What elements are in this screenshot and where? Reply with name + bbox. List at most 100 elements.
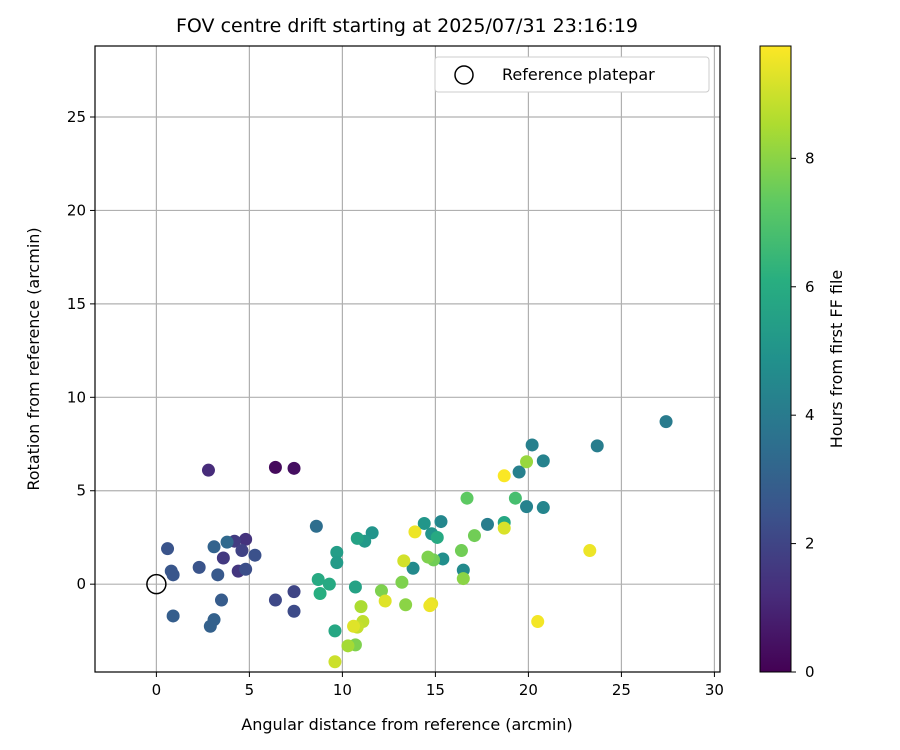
x-tick-label: 30	[705, 681, 724, 699]
scatter-point	[456, 572, 470, 586]
scatter-point	[322, 577, 336, 591]
scatter-point	[330, 545, 344, 559]
scatter-point	[239, 532, 253, 546]
scatter-point	[216, 551, 230, 565]
scatter-point	[508, 491, 522, 505]
scatter-point	[235, 544, 249, 558]
scatter-point	[328, 655, 342, 669]
data-points	[161, 415, 673, 669]
scatter-point	[341, 639, 355, 653]
x-axis-ticks: 0 5 10 15 20 25 30	[152, 672, 724, 699]
colorbar-tick-label: 0	[805, 663, 815, 681]
legend-marker	[454, 65, 474, 85]
plot-frame	[94, 45, 721, 673]
colorbar-gradient	[759, 45, 792, 673]
scatter-point	[480, 517, 494, 531]
y-tick-label: 15	[67, 295, 86, 313]
x-tick-label: 0	[152, 681, 162, 699]
colorbar-tick-label: 2	[805, 535, 815, 553]
scatter-point	[497, 469, 511, 483]
scatter-point	[467, 529, 481, 543]
scatter-point	[268, 593, 282, 607]
scatter-point	[287, 585, 301, 599]
scatter-point	[417, 516, 431, 530]
scatter-point	[408, 525, 422, 539]
scatter-point	[378, 594, 392, 608]
scatter-point	[239, 562, 253, 576]
scatter-point	[354, 600, 368, 614]
x-tick-label: 25	[612, 681, 631, 699]
scatter-point	[348, 580, 362, 594]
scatter-point	[211, 568, 225, 582]
scatter-point	[536, 454, 550, 468]
scatter-point	[365, 526, 379, 540]
scatter-point	[583, 544, 597, 558]
scatter-point	[311, 573, 325, 587]
y-axis-ticks: 0 5 10 15 20 25	[67, 108, 95, 593]
scatter-point	[374, 584, 388, 598]
colorbar-tick-label: 6	[805, 278, 815, 296]
scatter-point	[192, 560, 206, 574]
y-tick-label: 5	[76, 482, 86, 500]
x-tick-label: 20	[519, 681, 538, 699]
scatter-point	[454, 544, 468, 558]
scatter-point	[434, 515, 448, 529]
scatter-point	[430, 530, 444, 544]
x-tick-label: 10	[333, 681, 352, 699]
x-tick-label: 15	[426, 681, 445, 699]
scatter-point	[421, 550, 435, 564]
scatter-point	[347, 619, 361, 633]
y-tick-label: 20	[67, 201, 86, 219]
scatter-point	[399, 598, 413, 612]
scatter-point	[536, 501, 550, 515]
scatter-point	[350, 531, 364, 545]
scatter-point	[659, 415, 673, 429]
x-tick-label: 5	[245, 681, 255, 699]
scatter-point	[214, 593, 228, 607]
colorbar-tick-label: 4	[805, 406, 815, 424]
scatter-point	[313, 587, 327, 601]
scatter-point	[406, 561, 420, 575]
scatter-point	[423, 599, 437, 613]
colorbar-tick-label: 8	[805, 149, 815, 167]
reference-platepar-marker	[146, 573, 167, 595]
scatter-point	[207, 540, 221, 554]
scatter-point	[520, 455, 534, 469]
reference-marker-layer	[146, 573, 167, 595]
scatter-point	[201, 463, 215, 477]
scatter-point	[497, 521, 511, 535]
legend-box	[434, 56, 710, 93]
scatter-point	[166, 609, 180, 623]
grid-lines	[95, 46, 720, 672]
scatter-point	[248, 548, 262, 562]
scatter-point	[525, 438, 539, 452]
colorbar-ticks: 0 2 4 6 8	[791, 149, 815, 681]
y-tick-label: 0	[76, 575, 86, 593]
scatter-point	[512, 465, 526, 479]
scatter-point	[397, 554, 411, 568]
colorbar-label: Hours from first FF file	[827, 270, 846, 449]
scatter-point	[520, 500, 534, 514]
scatter-point	[268, 460, 282, 474]
scatter-point	[460, 491, 474, 505]
scatter-point	[166, 568, 180, 582]
y-tick-label: 10	[67, 388, 86, 406]
scatter-point	[590, 439, 604, 453]
scatter-point	[220, 535, 234, 549]
scatter-point	[203, 619, 217, 633]
chart-title: FOV centre drift starting at 2025/07/31 …	[176, 15, 638, 37]
y-axis-label: Rotation from reference (arcmin)	[24, 227, 43, 490]
legend-label: Reference platepar	[502, 65, 655, 84]
scatter-point	[328, 624, 342, 638]
legend: Reference platepar	[434, 56, 710, 93]
scatter-point	[395, 575, 409, 589]
scatter-point	[309, 519, 323, 533]
scatter-point	[287, 461, 301, 475]
y-tick-label: 25	[67, 108, 86, 126]
scatter-point	[330, 556, 344, 570]
colorbar: 0 2 4 6 8 Hours from first FF file	[759, 45, 846, 681]
x-axis-label: Angular distance from reference (arcmin)	[241, 715, 572, 734]
scatter-point	[531, 615, 545, 629]
scatter-point	[161, 542, 175, 556]
